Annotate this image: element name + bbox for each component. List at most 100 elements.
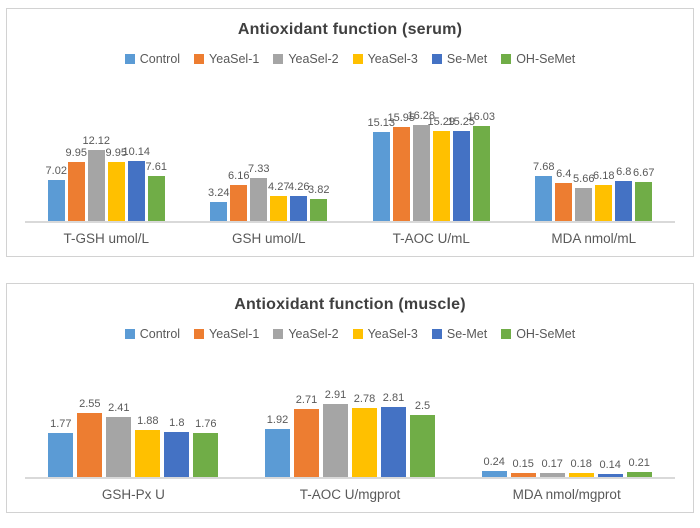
bar-column: 2.81 bbox=[381, 392, 406, 477]
bar-column: 3.82 bbox=[308, 184, 329, 221]
bar bbox=[568, 472, 594, 477]
category-axis: T-GSH umol/L GSH umol/L T-AOC U/mL MDA nmol… bbox=[25, 223, 675, 256]
bar bbox=[539, 472, 565, 477]
bar bbox=[310, 198, 328, 221]
bar bbox=[135, 430, 161, 477]
category-label: MDA nmol/mL bbox=[551, 231, 637, 246]
bar-column: 1.8 bbox=[164, 417, 190, 477]
x-axis-line bbox=[25, 221, 675, 223]
bar-column: 9.95 bbox=[105, 147, 127, 221]
bar bbox=[575, 187, 593, 221]
bar-column: 1.88 bbox=[135, 415, 161, 477]
bar bbox=[210, 201, 228, 221]
bar bbox=[597, 473, 623, 477]
legend-swatch bbox=[352, 329, 363, 339]
bar-column: 6.67 bbox=[633, 167, 654, 221]
bar-value-label: 9.95 bbox=[65, 147, 87, 160]
bar-column: 15.25 bbox=[447, 116, 475, 221]
category-label: T-AOC U/mgprot bbox=[299, 487, 401, 502]
legend-swatch bbox=[273, 329, 284, 339]
bar bbox=[555, 183, 573, 221]
legend-label: Se-Met bbox=[446, 327, 488, 341]
plot-area: 7.02 9.95 12.12 9.95 10.14 7.61 3.24 6.16 7.33 4.… bbox=[7, 103, 693, 256]
legend-item: OH-SeMet bbox=[501, 327, 575, 341]
bar-column: 16.03 bbox=[467, 111, 495, 221]
legend-swatch bbox=[431, 54, 442, 64]
bar-value-label: 16.03 bbox=[467, 111, 496, 124]
bar-column: 2.91 bbox=[323, 389, 348, 477]
bar-value-label: 1.77 bbox=[50, 417, 72, 430]
bar-column: 15.29 bbox=[427, 116, 455, 221]
bar bbox=[626, 471, 652, 477]
legend-label: OH-SeMet bbox=[516, 52, 576, 66]
bar-group: 1.92 2.71 2.91 2.78 2.81 2.5 bbox=[242, 389, 459, 477]
bar bbox=[381, 406, 406, 477]
bar bbox=[595, 184, 613, 221]
bar-value-label: 2.81 bbox=[382, 391, 405, 404]
bar-column: 7.02 bbox=[45, 164, 67, 221]
bar-value-label: 15.13 bbox=[367, 116, 396, 129]
bar bbox=[452, 131, 470, 221]
bar-value-label: 2.78 bbox=[353, 392, 376, 405]
bar-column: 0.14 bbox=[597, 459, 623, 477]
bar bbox=[48, 432, 74, 477]
x-axis-line bbox=[25, 477, 675, 479]
bar-column: 6.18 bbox=[593, 170, 614, 221]
legend-swatch bbox=[273, 54, 284, 64]
bar bbox=[472, 126, 490, 221]
bar-group: 7.68 6.4 5.66 6.18 6.8 6.67 bbox=[513, 161, 676, 221]
bar-column: 7.33 bbox=[248, 162, 270, 221]
bar-value-label: 4.27 bbox=[268, 180, 290, 193]
bar bbox=[164, 432, 190, 477]
category-label: MDA nmol/mgprot bbox=[512, 487, 621, 502]
bar-group: 7.02 9.95 12.12 9.95 10.14 7.61 bbox=[25, 135, 188, 221]
bar-column: 6.8 bbox=[615, 166, 633, 221]
legend-item: YeaSel-1 bbox=[194, 327, 259, 341]
bar-value-label: 2.71 bbox=[295, 394, 318, 407]
bar bbox=[635, 181, 653, 221]
bar-value-label: 9.95 bbox=[105, 147, 127, 160]
bar-value-label: 7.33 bbox=[248, 162, 270, 175]
bar-value-label: 1.76 bbox=[195, 418, 217, 430]
bar-value-label: 2.91 bbox=[324, 389, 347, 402]
bar bbox=[193, 433, 219, 477]
bar bbox=[290, 195, 308, 221]
bar bbox=[372, 131, 390, 221]
legend-label: YeaSel-2 bbox=[288, 52, 339, 66]
bar bbox=[510, 473, 536, 477]
bar-value-label: 7.02 bbox=[45, 164, 67, 177]
bar bbox=[352, 407, 377, 477]
chart-legend: Control YeaSel-1 YeaSel-2 YeaSel-3 Se-Met OH-… bbox=[7, 52, 693, 66]
legend-item: Control bbox=[124, 327, 180, 341]
legend-label: YeaSel-3 bbox=[367, 327, 418, 341]
bar bbox=[67, 162, 85, 221]
bar-value-label: 10.14 bbox=[122, 146, 151, 159]
bar-value-label: 15.95 bbox=[387, 111, 416, 124]
legend-swatch bbox=[501, 329, 512, 339]
bar-value-label: 1.92 bbox=[266, 414, 289, 426]
bar-column: 1.92 bbox=[265, 414, 290, 477]
bar bbox=[270, 195, 288, 221]
legend-swatch bbox=[194, 54, 205, 64]
bar-column: 7.61 bbox=[145, 161, 167, 221]
legend-item: YeaSel-2 bbox=[273, 327, 339, 341]
bar bbox=[77, 413, 103, 477]
bar-value-label: 4.26 bbox=[288, 180, 310, 193]
bar-value-label: 15.29 bbox=[427, 115, 456, 128]
legend-label: YeaSel-2 bbox=[288, 327, 339, 341]
bar-value-label: 16.28 bbox=[407, 109, 436, 122]
bar-group: 1.77 2.55 2.41 1.88 1.8 1.76 bbox=[25, 398, 242, 477]
bar-column: 0.17 bbox=[539, 458, 565, 477]
category-label: T-GSH umol/L bbox=[63, 231, 150, 246]
plot-area: 1.77 2.55 2.41 1.88 1.8 1.76 1.92 2.71 2.91 2.78 2… bbox=[7, 377, 693, 512]
bar-column: 7.68 bbox=[533, 161, 554, 221]
bar-value-label: 7.61 bbox=[145, 161, 167, 174]
bar-column: 2.55 bbox=[77, 398, 103, 477]
bar bbox=[230, 184, 248, 221]
bar bbox=[107, 162, 125, 221]
legend-swatch bbox=[124, 54, 135, 64]
bar-column: 15.13 bbox=[367, 117, 395, 221]
category-axis: GSH-Px U T-AOC U/mgprot MDA nmol/mgprot bbox=[25, 479, 675, 512]
category-label: GSH umol/L bbox=[231, 231, 306, 246]
legend-swatch bbox=[124, 329, 135, 339]
